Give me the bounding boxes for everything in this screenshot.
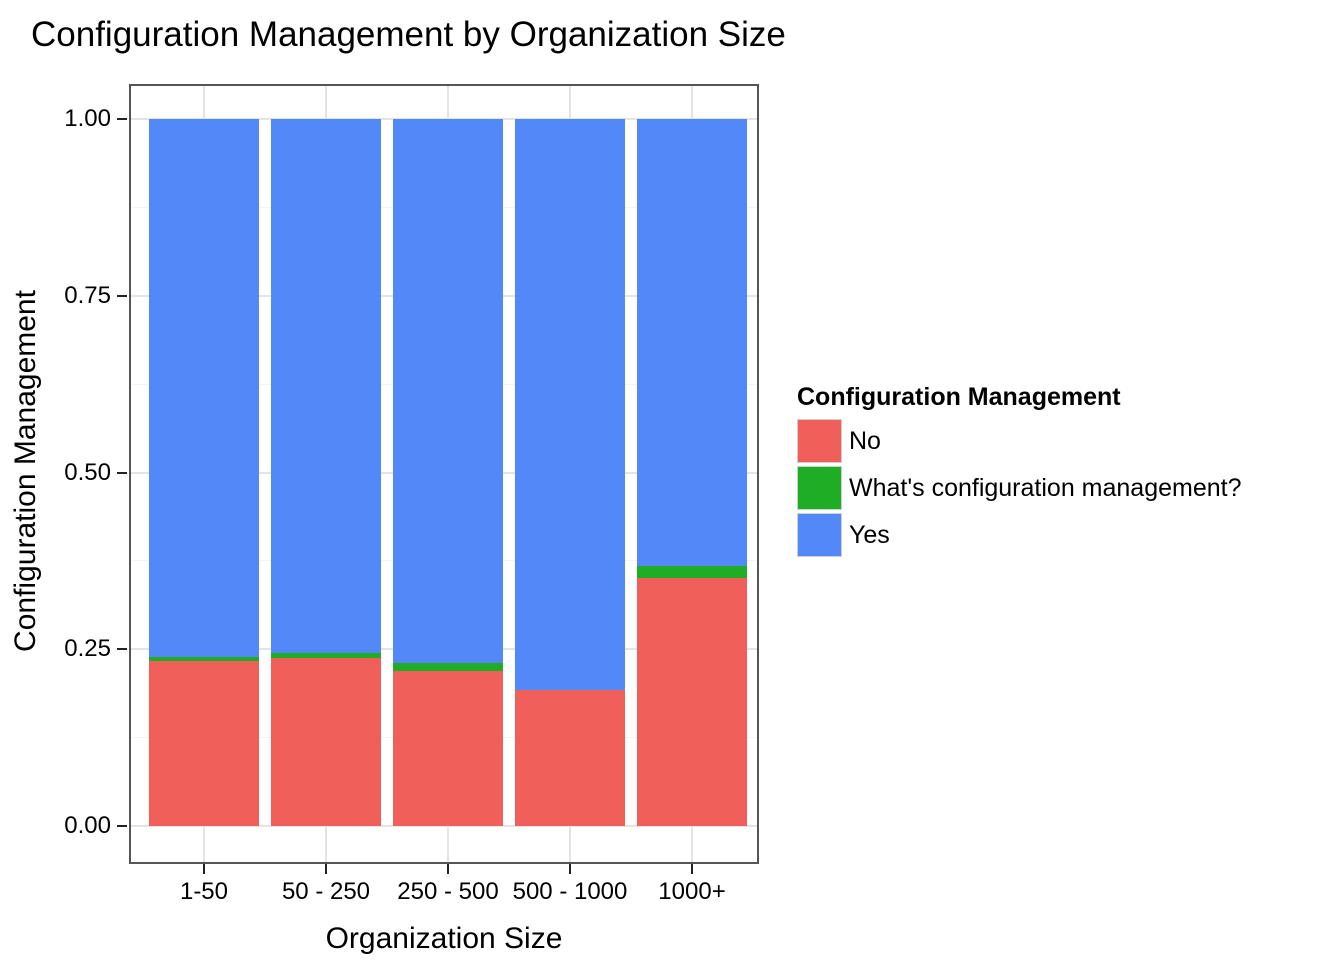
bar-segment bbox=[271, 119, 381, 653]
legend-label: Yes bbox=[849, 520, 890, 549]
bar-segment bbox=[271, 652, 381, 658]
legend-label: No bbox=[849, 426, 881, 455]
y-tick-label: 0.50 bbox=[64, 458, 111, 486]
bar-segment bbox=[393, 671, 503, 826]
legend-label: What's configuration management? bbox=[849, 473, 1242, 502]
bar-segment bbox=[515, 119, 625, 690]
y-axis-title: Configuration Management bbox=[9, 290, 42, 652]
legend-title: Configuration Management bbox=[797, 383, 1121, 411]
bar-segment bbox=[271, 657, 381, 826]
y-tick-mark bbox=[117, 471, 127, 474]
y-tick-label: 0.00 bbox=[64, 812, 111, 839]
gridline-major bbox=[131, 825, 757, 827]
x-axis-title: Organization Size bbox=[325, 922, 563, 955]
x-tick-mark bbox=[203, 864, 205, 874]
x-tick-mark bbox=[447, 864, 449, 874]
bar-segment bbox=[149, 657, 259, 662]
x-tick-mark bbox=[691, 864, 693, 874]
y-tick-mark bbox=[117, 294, 127, 297]
bar-segment bbox=[149, 119, 259, 658]
legend-swatch bbox=[797, 419, 842, 463]
legend-swatch bbox=[797, 513, 842, 557]
bar-segment bbox=[149, 661, 259, 826]
y-tick-mark bbox=[117, 825, 127, 827]
legend: Configuration Management No What's config… bbox=[797, 383, 1242, 560]
x-tick-label: 250 - 500 bbox=[397, 878, 499, 905]
y-tick-label: 1.00 bbox=[64, 105, 111, 132]
legend-item: No bbox=[797, 419, 1242, 463]
x-tick-label: 500 - 1000 bbox=[512, 878, 628, 905]
x-tick-label: 1000+ bbox=[658, 878, 726, 905]
legend-items: No What's configuration management? Yes bbox=[797, 419, 1242, 557]
chart-panel bbox=[129, 84, 759, 864]
bar-segment bbox=[515, 689, 625, 826]
y-tick-label: 0.25 bbox=[64, 635, 111, 663]
x-tick-mark bbox=[569, 864, 571, 874]
x-tick-label: 50 - 250 bbox=[281, 878, 371, 905]
plot-title: Configuration Management by Organization… bbox=[31, 15, 786, 54]
legend-item: Yes bbox=[797, 513, 1242, 557]
bar-segment bbox=[637, 119, 747, 566]
legend-item: What's configuration management? bbox=[797, 466, 1242, 510]
bar-segment bbox=[393, 662, 503, 672]
bar-segment bbox=[393, 119, 503, 663]
x-tick-mark bbox=[325, 864, 327, 874]
y-tick-label: 0.75 bbox=[64, 281, 111, 309]
y-tick-mark bbox=[117, 648, 127, 651]
x-tick-label: 1-50 bbox=[179, 878, 229, 905]
bar-segment bbox=[637, 565, 747, 578]
y-tick-mark bbox=[117, 118, 127, 120]
bar-segment bbox=[637, 577, 747, 826]
legend-swatch bbox=[797, 466, 842, 510]
